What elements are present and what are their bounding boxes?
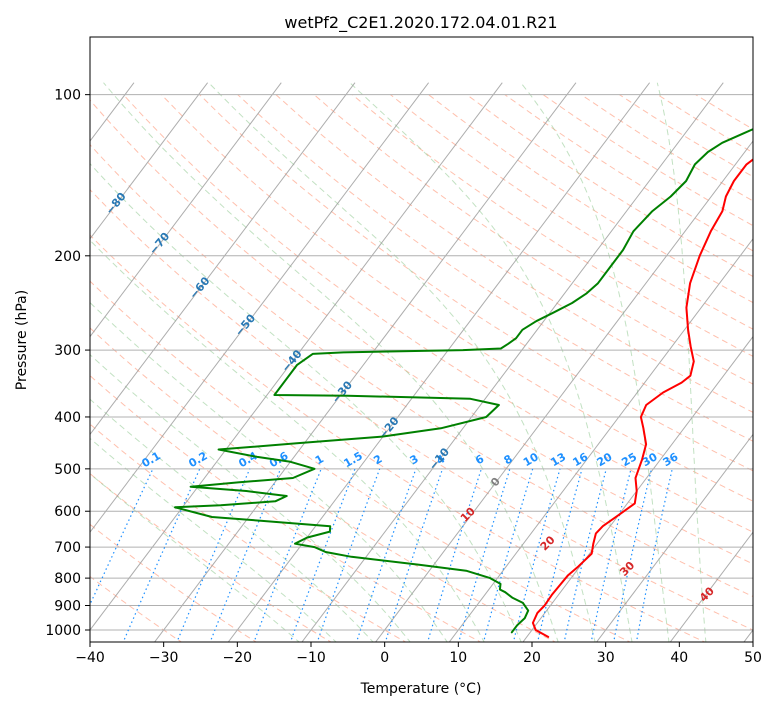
- y-tick-label: 200: [54, 249, 81, 265]
- isotherm-line: [90, 82, 209, 240]
- dry-adiabat-line: [122, 94, 753, 533]
- dry-adiabat-line: [161, 94, 753, 502]
- isotherm-line: [90, 82, 356, 436]
- dry-adiabat-line: [351, 94, 753, 357]
- x-tick-label: 10: [449, 650, 467, 666]
- x-tick-label: 30: [597, 650, 615, 666]
- mixing-ratio-line: [289, 468, 356, 642]
- x-tick-label: 50: [744, 650, 762, 666]
- mixing-ratio-line: [482, 468, 534, 642]
- dewpoint-profile-line: [174, 128, 753, 634]
- x-tick-label: −10: [296, 650, 326, 666]
- temperature-profile-line: [531, 158, 753, 638]
- mixing-ratio-line: [316, 468, 381, 642]
- moist-adiabat-line: [90, 398, 374, 642]
- mixing-ratio-line: [512, 468, 561, 642]
- y-axis-title: Pressure (hPa): [14, 290, 30, 390]
- mixing-ratio-line: [253, 468, 322, 642]
- dry-adiabat-line: [313, 94, 753, 385]
- mixing-ratio-line: [122, 468, 201, 642]
- moist-adiabat-line: [90, 301, 448, 642]
- moist-adiabat-line: [349, 82, 633, 642]
- y-axis-ticks: 100 200 300 400 500 600 700 800 900 1000: [45, 88, 90, 639]
- moist-adiabat-line: [208, 82, 596, 642]
- mixing-ratio-line: [590, 468, 632, 642]
- isotherm-line: [375, 140, 753, 642]
- y-tick-label: 600: [54, 504, 81, 520]
- mixing-ratio-line: [209, 468, 282, 642]
- y-tick-label: 100: [54, 88, 81, 104]
- mixing-ratio-line: [563, 468, 607, 642]
- x-axis-ticks: −40 −30 −20 −10 0 10 20 30 40 50: [75, 642, 762, 666]
- isotherm-line: [301, 82, 724, 642]
- isotherm-line: [90, 82, 430, 534]
- isotherm-line: [227, 82, 651, 642]
- dry-adiabat-line: [90, 99, 753, 565]
- mixing-ratio-line: [635, 468, 673, 642]
- y-tick-label: 1000: [45, 623, 81, 639]
- isotherm-line: [596, 433, 753, 642]
- y-tick-label: 500: [54, 462, 81, 478]
- isotherm-line: [448, 238, 753, 642]
- y-tick-label: 400: [54, 410, 81, 426]
- x-tick-label: 40: [670, 650, 688, 666]
- x-tick-label: −40: [75, 650, 105, 666]
- x-tick-label: −30: [149, 650, 179, 666]
- mixing-ratio-line: [536, 468, 583, 642]
- moist-adiabat-line: [90, 437, 337, 642]
- chart-title: wetPf2_C2E1.2020.172.04.01.R21: [284, 13, 557, 33]
- dry-adiabat-line: [90, 143, 753, 598]
- y-tick-label: 300: [54, 343, 81, 359]
- dry-adiabat-line: [199, 94, 753, 472]
- profile-series: [174, 128, 753, 638]
- mixing-ratio-line: [355, 468, 417, 642]
- isotherm-line: [154, 82, 577, 642]
- isotherm-line: [90, 82, 282, 338]
- x-tick-label: 0: [380, 650, 389, 666]
- y-tick-label: 800: [54, 571, 81, 587]
- y-tick-label: 900: [54, 599, 81, 615]
- y-tick-label: 700: [54, 540, 81, 556]
- x-tick-label: 20: [523, 650, 541, 666]
- mixing-ratio-line: [613, 468, 653, 642]
- x-tick-label: −20: [223, 650, 253, 666]
- plot-frame: [89, 36, 754, 643]
- plot-area: 0.10.20.40.611.52346810131620253036−100−…: [90, 82, 753, 642]
- mixing-ratio-lines: [90, 468, 673, 642]
- mixing-ratio-line: [176, 468, 251, 642]
- mixing-ratio-line: [458, 468, 511, 642]
- isotherm-line: [669, 531, 753, 642]
- x-axis-title: Temperature (°C): [360, 681, 482, 697]
- isotherm-line: [90, 82, 503, 631]
